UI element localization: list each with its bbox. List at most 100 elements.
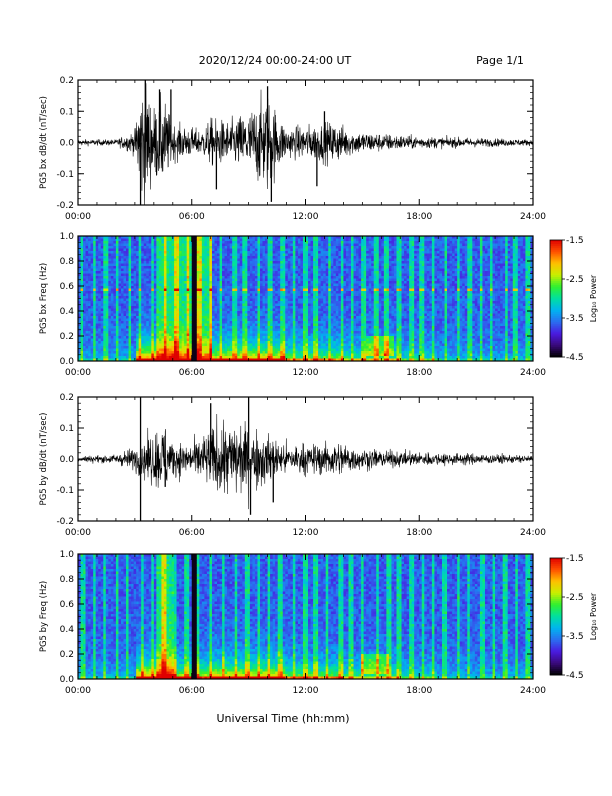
spectrogram-cell	[240, 329, 243, 332]
spectrogram-cell	[237, 339, 240, 342]
spectrogram-cell	[230, 299, 233, 302]
spectrogram-cell	[295, 341, 298, 344]
spectrogram-cell	[273, 321, 276, 324]
spectrogram-cell	[161, 356, 164, 359]
spectrogram-cell	[96, 266, 99, 269]
spectrogram-cell	[124, 266, 127, 269]
spectrogram-cell	[151, 266, 154, 269]
spectrogram-cell	[118, 296, 121, 299]
spectrogram-cell	[202, 259, 205, 262]
spectrogram-cell	[270, 251, 273, 254]
spectrogram-cell	[121, 344, 124, 347]
spectrogram-cell	[217, 264, 220, 267]
spectrogram-cell	[250, 264, 253, 267]
spectrogram-cell	[202, 324, 205, 327]
spectrogram-cell	[118, 276, 121, 279]
spectrogram-cell	[215, 259, 218, 262]
spectrogram-cell	[179, 264, 182, 267]
spectrogram-cell	[129, 301, 132, 304]
spectrogram-cell	[131, 329, 134, 332]
spectrogram-cell	[118, 249, 121, 252]
spectrogram-cell	[280, 246, 283, 249]
spectrogram-cell	[101, 279, 104, 282]
spectrogram-cell	[245, 296, 248, 299]
spectrogram-cell	[116, 346, 119, 349]
spectrogram-cell	[83, 271, 86, 274]
spectrogram-cell	[263, 259, 266, 262]
spectrogram-cell	[166, 269, 169, 272]
spectrogram-cell	[268, 244, 271, 247]
spectrogram-cell	[151, 306, 154, 309]
spectrogram-cell	[172, 346, 175, 349]
spectrogram-cell	[101, 339, 104, 342]
spectrogram-cell	[278, 301, 281, 304]
spectrogram-cell	[280, 304, 283, 307]
spectrogram-cell	[197, 276, 200, 279]
spectrogram-cell	[93, 289, 96, 292]
spectrogram-cell	[270, 239, 273, 242]
spectrogram-cell	[306, 274, 309, 277]
spectrogram-cell	[177, 254, 180, 257]
spectrogram-cell	[278, 326, 281, 329]
spectrogram-cell	[270, 264, 273, 267]
spectrogram-cell	[278, 309, 281, 312]
spectrogram-cell	[172, 286, 175, 289]
spectrogram-cell	[293, 271, 296, 274]
spectrogram-cell	[280, 331, 283, 334]
spectrogram-cell	[134, 279, 137, 282]
spectrogram-cell	[230, 279, 233, 282]
spectrogram-cell	[108, 331, 111, 334]
spectrogram-cell	[212, 334, 215, 337]
spectrogram-cell	[199, 241, 202, 244]
spectrogram-cell	[103, 266, 106, 269]
spectrogram-cell	[300, 301, 303, 304]
spectrogram-cell	[83, 266, 86, 269]
spectrogram-cell	[166, 251, 169, 254]
spectrogram-cell	[151, 274, 154, 277]
spectrogram-cell	[237, 336, 240, 339]
spectrogram-cell	[252, 276, 255, 279]
spectrogram-cell	[182, 291, 185, 294]
spectrogram-cell	[288, 264, 291, 267]
spectrogram-cell	[237, 249, 240, 252]
spectrogram-cell	[311, 291, 314, 294]
spectrogram-cell	[204, 304, 207, 307]
spectrogram-cell	[126, 294, 129, 297]
spectrogram-cell	[174, 346, 177, 349]
spectrogram-cell	[313, 349, 316, 352]
spectrogram-cell	[227, 296, 230, 299]
spectrogram-cell	[257, 356, 260, 359]
spectrogram-cell	[113, 274, 116, 277]
spectrogram-cell	[106, 356, 109, 359]
spectrogram-cell	[93, 251, 96, 254]
spectrogram-cell	[86, 311, 89, 314]
spectrogram-cell	[139, 286, 142, 289]
spectrogram-cell	[93, 306, 96, 309]
spectrogram-cell	[235, 321, 238, 324]
spectrogram-cell	[300, 269, 303, 272]
spectrogram-cell	[265, 276, 268, 279]
spectrogram-cell	[129, 339, 132, 342]
spectrogram-cell	[263, 321, 266, 324]
spectrogram-cell	[250, 251, 253, 254]
spectrogram-cell	[199, 276, 202, 279]
spectrogram-cell	[98, 261, 101, 264]
spectrogram-cell	[316, 264, 319, 267]
spectrogram-cell	[265, 309, 268, 312]
spectrogram-cell	[139, 244, 142, 247]
spectrogram-cell	[300, 326, 303, 329]
spectrogram-cell	[283, 309, 286, 312]
spectrogram-cell	[311, 309, 314, 312]
spectrogram-cell	[313, 294, 316, 297]
spectrogram-cell	[101, 251, 104, 254]
spectrogram-cell	[159, 284, 162, 287]
spectrogram-cell	[134, 271, 137, 274]
spectrogram-cell	[247, 289, 250, 292]
spectrogram-cell	[118, 319, 121, 322]
spectrogram-cell	[255, 246, 258, 249]
spectrogram-cell	[149, 326, 152, 329]
spectrogram-cell	[136, 339, 139, 342]
spectrogram-cell	[192, 266, 195, 269]
spectrogram-cell	[154, 346, 157, 349]
spectrogram-cell	[298, 296, 301, 299]
